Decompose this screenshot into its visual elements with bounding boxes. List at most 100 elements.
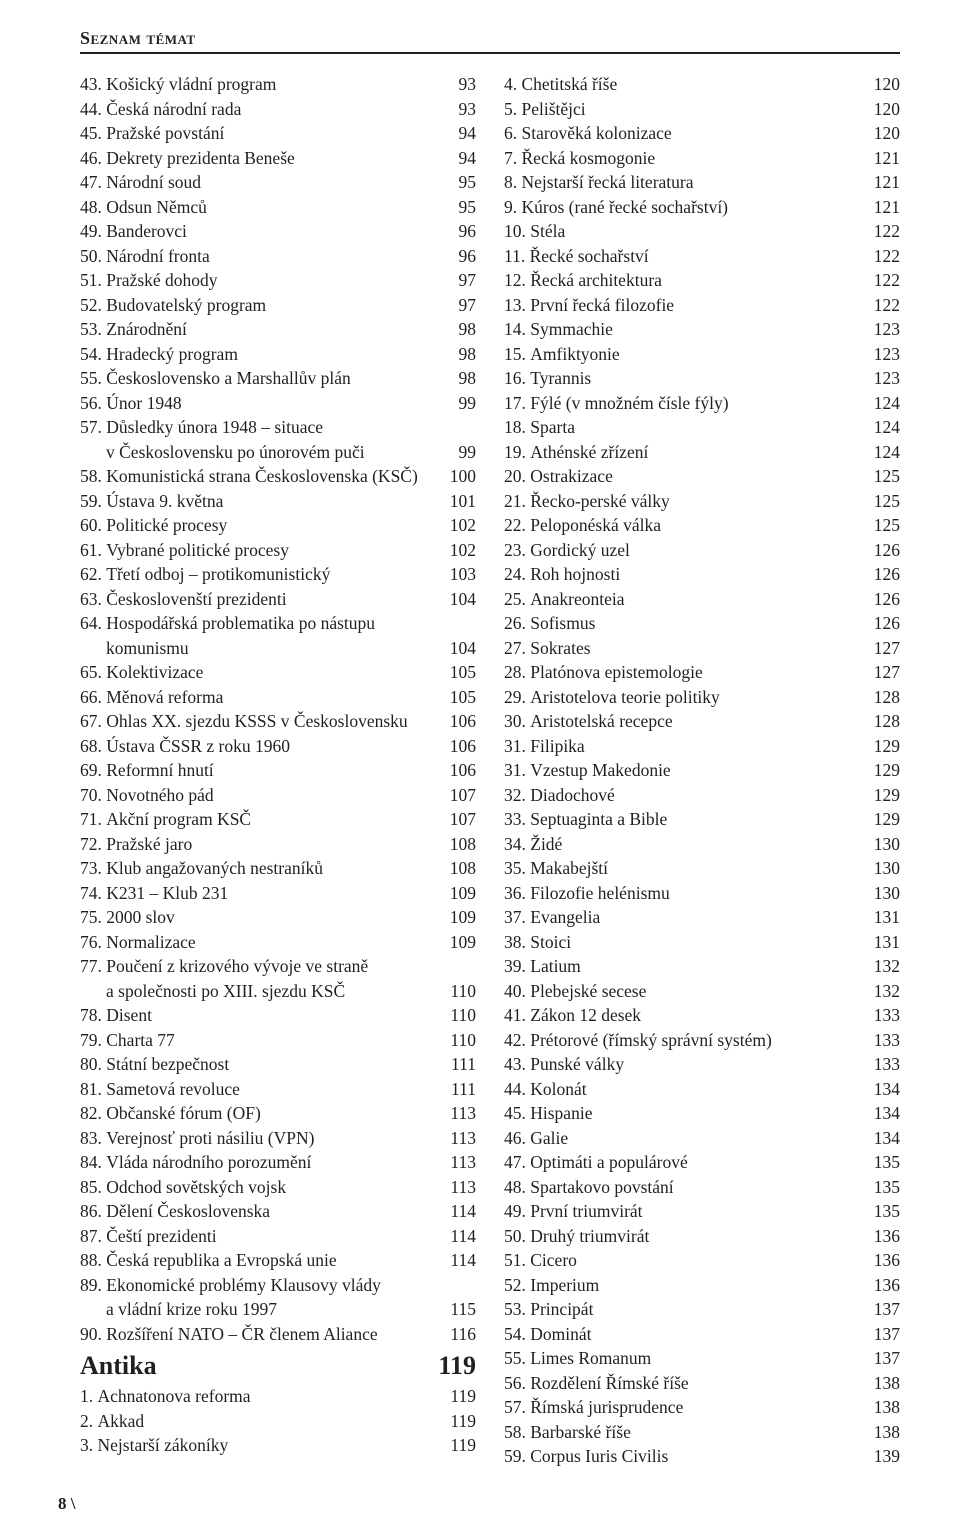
toc-entry: 46. Dekrety prezidenta Beneše94 (80, 146, 476, 171)
toc-entry-title: Punské války (530, 1052, 866, 1077)
toc-entry-title: Důsledky února 1948 – situace (106, 415, 442, 440)
toc-entry-page: 120 (866, 121, 900, 146)
toc-entry-page: 135 (866, 1175, 900, 1200)
toc-entry: 8. Nejstarší řecká literatura121 (504, 170, 900, 195)
toc-entry: 61. Vybrané politické procesy102 (80, 538, 476, 563)
toc-entry-number: 37. (504, 905, 530, 930)
toc-entry-title: Rozšíření NATO – ČR členem Aliance (106, 1322, 442, 1347)
toc-entry: 10. Stéla122 (504, 219, 900, 244)
toc-entry-title: 2000 slov (106, 905, 442, 930)
toc-entry-page: 128 (866, 685, 900, 710)
toc-entry-number: 59. (80, 489, 106, 514)
toc-entry: 74. K231 – Klub 231109 (80, 881, 476, 906)
toc-entry: 40. Plebejské secese132 (504, 979, 900, 1004)
toc-entry: 36. Filozofie helénismu130 (504, 881, 900, 906)
toc-entry-number: 20. (504, 464, 530, 489)
toc-entry: 83. Verejnosť proti násiliu (VPN)113 (80, 1126, 476, 1151)
toc-entry-page: 94 (442, 146, 476, 171)
toc-entry-number: 44. (80, 97, 106, 122)
toc-category-page: 119 (436, 1348, 476, 1384)
toc-entry-page: 136 (866, 1248, 900, 1273)
toc-entry: 35. Makabejští130 (504, 856, 900, 881)
toc-entry: 51. Cicero136 (504, 1248, 900, 1273)
toc-entry: 32. Diadochové129 (504, 783, 900, 808)
toc-entry-title: Aristotelská recepce (530, 709, 866, 734)
toc-entry-page: 134 (866, 1126, 900, 1151)
toc-entry: 76. Normalizace109 (80, 930, 476, 955)
toc-entry-number: 68. (80, 734, 106, 759)
toc-entry-number: 5. (504, 97, 522, 122)
toc-entry: 34. Židé130 (504, 832, 900, 857)
toc-entry: 11. Řecké sochařství122 (504, 244, 900, 269)
toc-entry-page: 136 (866, 1273, 900, 1298)
toc-entry: 28. Platónova epistemologie127 (504, 660, 900, 685)
toc-entry: 60. Politické procesy102 (80, 513, 476, 538)
toc-entry: 57. Římská jurisprudence138 (504, 1395, 900, 1420)
toc-entry-number: 67. (80, 709, 106, 734)
toc-entry-title: Akkad (98, 1409, 443, 1434)
toc-entry: 72. Pražské jaro108 (80, 832, 476, 857)
toc-entry-title: Dělení Československa (106, 1199, 442, 1224)
toc-entry: 47. Optimáti a populárové135 (504, 1150, 900, 1175)
toc-entry-title: Zákon 12 desek (530, 1003, 866, 1028)
toc-entry: 90. Rozšíření NATO – ČR členem Aliance11… (80, 1322, 476, 1347)
toc-entry: 46. Galie134 (504, 1126, 900, 1151)
toc-entry-page: 119 (442, 1433, 476, 1458)
toc-entry-title: Symmachie (530, 317, 866, 342)
toc-entry-title: Sparta (530, 415, 866, 440)
toc-entry-title: Spartakovo povstání (530, 1175, 866, 1200)
toc-entry-page: 97 (442, 293, 476, 318)
toc-entry: 82. Občanské fórum (OF)113 (80, 1101, 476, 1126)
toc-entry: a společnosti po XIII. sjezdu KSČ110 (80, 979, 476, 1004)
toc-entry-number: 55. (80, 366, 106, 391)
toc-entry: 22. Peloponéská válka125 (504, 513, 900, 538)
toc-entry-number: 1. (80, 1384, 98, 1409)
toc-entry-title: Národní soud (106, 170, 442, 195)
toc-entry-number: 47. (80, 170, 106, 195)
toc-entry-title: Peloponéská válka (530, 513, 866, 538)
toc-entry-number: 45. (504, 1101, 530, 1126)
toc-entry-page: 109 (442, 881, 476, 906)
toc-entry-title: Limes Romanum (530, 1346, 866, 1371)
toc-entry-page: 119 (442, 1409, 476, 1434)
toc-entry-page: 96 (442, 244, 476, 269)
toc-entry-page: 115 (442, 1297, 476, 1322)
toc-entry-number: 2. (80, 1409, 98, 1434)
toc-entry-page: 98 (442, 366, 476, 391)
toc-entry-page (442, 1273, 476, 1298)
toc-entry: 44. Česká národní rada93 (80, 97, 476, 122)
toc-entry: a vládní krize roku 1997115 (80, 1297, 476, 1322)
toc-entry-page: 104 (442, 636, 476, 661)
toc-entry-page: 137 (866, 1322, 900, 1347)
toc-entry-number: 65. (80, 660, 106, 685)
toc-entry-number: 62. (80, 562, 106, 587)
toc-entry: 52. Budovatelský program97 (80, 293, 476, 318)
toc-entry: 48. Odsun Němců95 (80, 195, 476, 220)
toc-entry: 23. Gordický uzel126 (504, 538, 900, 563)
toc-entry-page: 107 (442, 783, 476, 808)
toc-entry-title: Národní fronta (106, 244, 442, 269)
toc-entry-number: 47. (504, 1150, 530, 1175)
toc-entry-title: Stoici (530, 930, 866, 955)
toc-entry-number: 72. (80, 832, 106, 857)
toc-entry-number: 82. (80, 1101, 106, 1126)
toc-entry-title: K231 – Klub 231 (106, 881, 442, 906)
toc-entry-title: Sametová revoluce (106, 1077, 442, 1102)
toc-entry-title: Nejstarší řecká literatura (522, 170, 867, 195)
toc-entry: 9. Kúros (rané řecké sochařství)121 (504, 195, 900, 220)
toc-entry: 88. Česká republika a Evropská unie114 (80, 1248, 476, 1273)
toc-entry: 68. Ústava ČSSR z roku 1960106 (80, 734, 476, 759)
toc-entry-title: Charta 77 (106, 1028, 442, 1053)
toc-entry-number: 88. (80, 1248, 106, 1273)
toc-entry-number: 54. (504, 1322, 530, 1347)
toc-entry-title: Dekrety prezidenta Beneše (106, 146, 442, 171)
toc-entry: 84. Vláda národního porozumění113 (80, 1150, 476, 1175)
toc-entry-number: 10. (504, 219, 530, 244)
toc-entry-number: 44. (504, 1077, 530, 1102)
toc-entry-number: 61. (80, 538, 106, 563)
toc-entry-page: 125 (866, 489, 900, 514)
toc-entry-number: 4. (504, 72, 522, 97)
toc-entry-page: 128 (866, 709, 900, 734)
toc-entry-page: 135 (866, 1150, 900, 1175)
toc-entry-title: Athénské zřízení (530, 440, 866, 465)
